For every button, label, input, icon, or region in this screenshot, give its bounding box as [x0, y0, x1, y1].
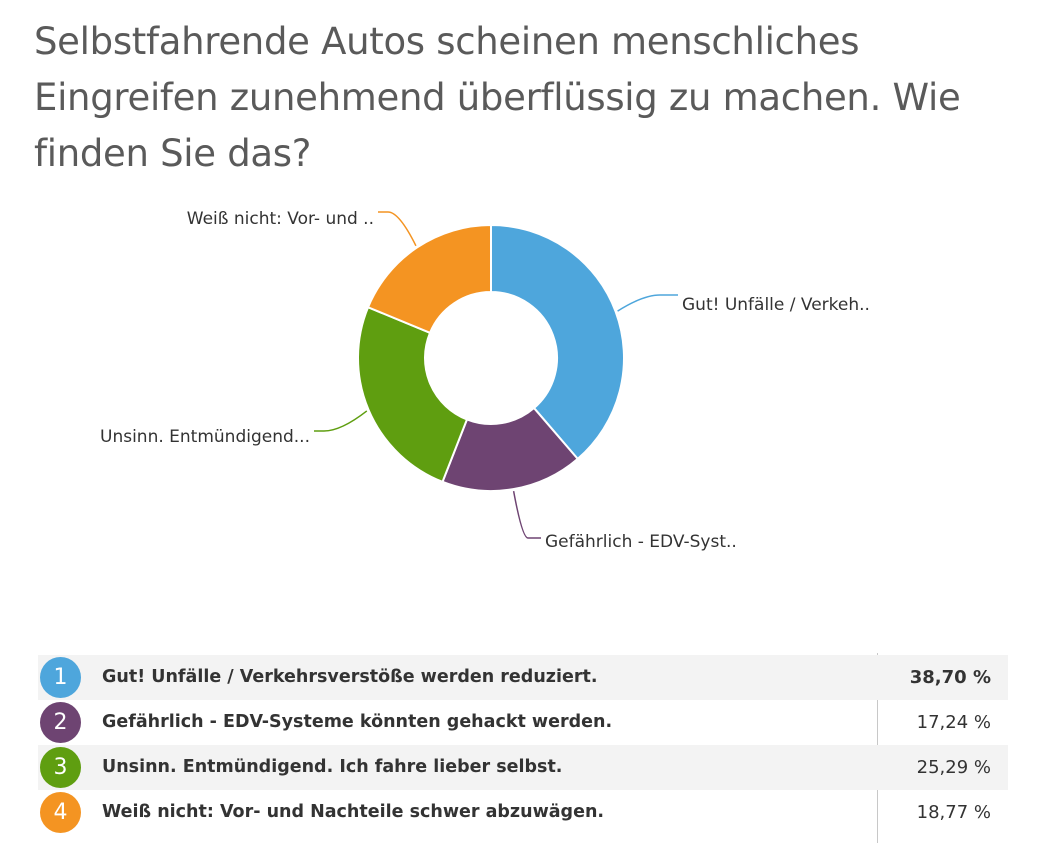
rank-badge: 1	[40, 657, 81, 698]
slice-label-1: Gut! Unfälle / Verkeh..	[682, 295, 870, 315]
rank-badge: 3	[40, 747, 81, 788]
answer-percentage: 18,77 %	[916, 802, 991, 823]
donut-slice-4	[366, 223, 492, 335]
donut-slice-1	[490, 223, 625, 461]
leader-line-3	[314, 410, 368, 432]
result-row-1: 1 Gut! Unfälle / Verkehrsverstöße werden…	[38, 655, 1008, 700]
leader-line-4	[378, 211, 417, 247]
leader-line-2	[512, 490, 541, 539]
answer-percentage: 17,24 %	[916, 712, 991, 733]
answer-label: Gefährlich - EDV-Systeme könnten gehackt…	[102, 712, 613, 732]
rank-badge: 4	[40, 792, 81, 833]
leader-line-1	[617, 294, 678, 312]
answer-label: Weiß nicht: Vor- und Nachteile schwer ab…	[102, 802, 605, 822]
answer-label: Unsinn. Entmündigend. Ich fahre lieber s…	[102, 757, 563, 777]
question-title: Selbstfahrende Autos scheinen menschlich…	[34, 20, 961, 175]
answer-label: Gut! Unfälle / Verkehrsverstöße werden r…	[102, 667, 598, 687]
result-row-3: 3 Unsinn. Entmündigend. Ich fahre lieber…	[38, 745, 1008, 790]
slice-label-2: Gefährlich - EDV-Syst..	[545, 532, 737, 552]
donut-slice-3	[357, 305, 469, 484]
slice-label-4: Weiß nicht: Vor- und ..	[187, 209, 374, 229]
result-row-2: 2 Gefährlich - EDV-Systeme könnten gehac…	[38, 700, 1008, 745]
answer-percentage: 38,70 %	[909, 667, 991, 688]
donut-chart: Gut! Unfälle / Verkeh.. Gefährlich - EDV-…	[100, 209, 870, 552]
results-table: 1 Gut! Unfälle / Verkehrsverstöße werden…	[38, 653, 1008, 843]
slice-label-3: Unsinn. Entmündigend...	[100, 427, 310, 447]
result-row-4: 4 Weiß nicht: Vor- und Nachteile schwer …	[38, 790, 1008, 835]
answer-percentage: 25,29 %	[916, 757, 991, 778]
rank-badge: 2	[40, 702, 81, 743]
